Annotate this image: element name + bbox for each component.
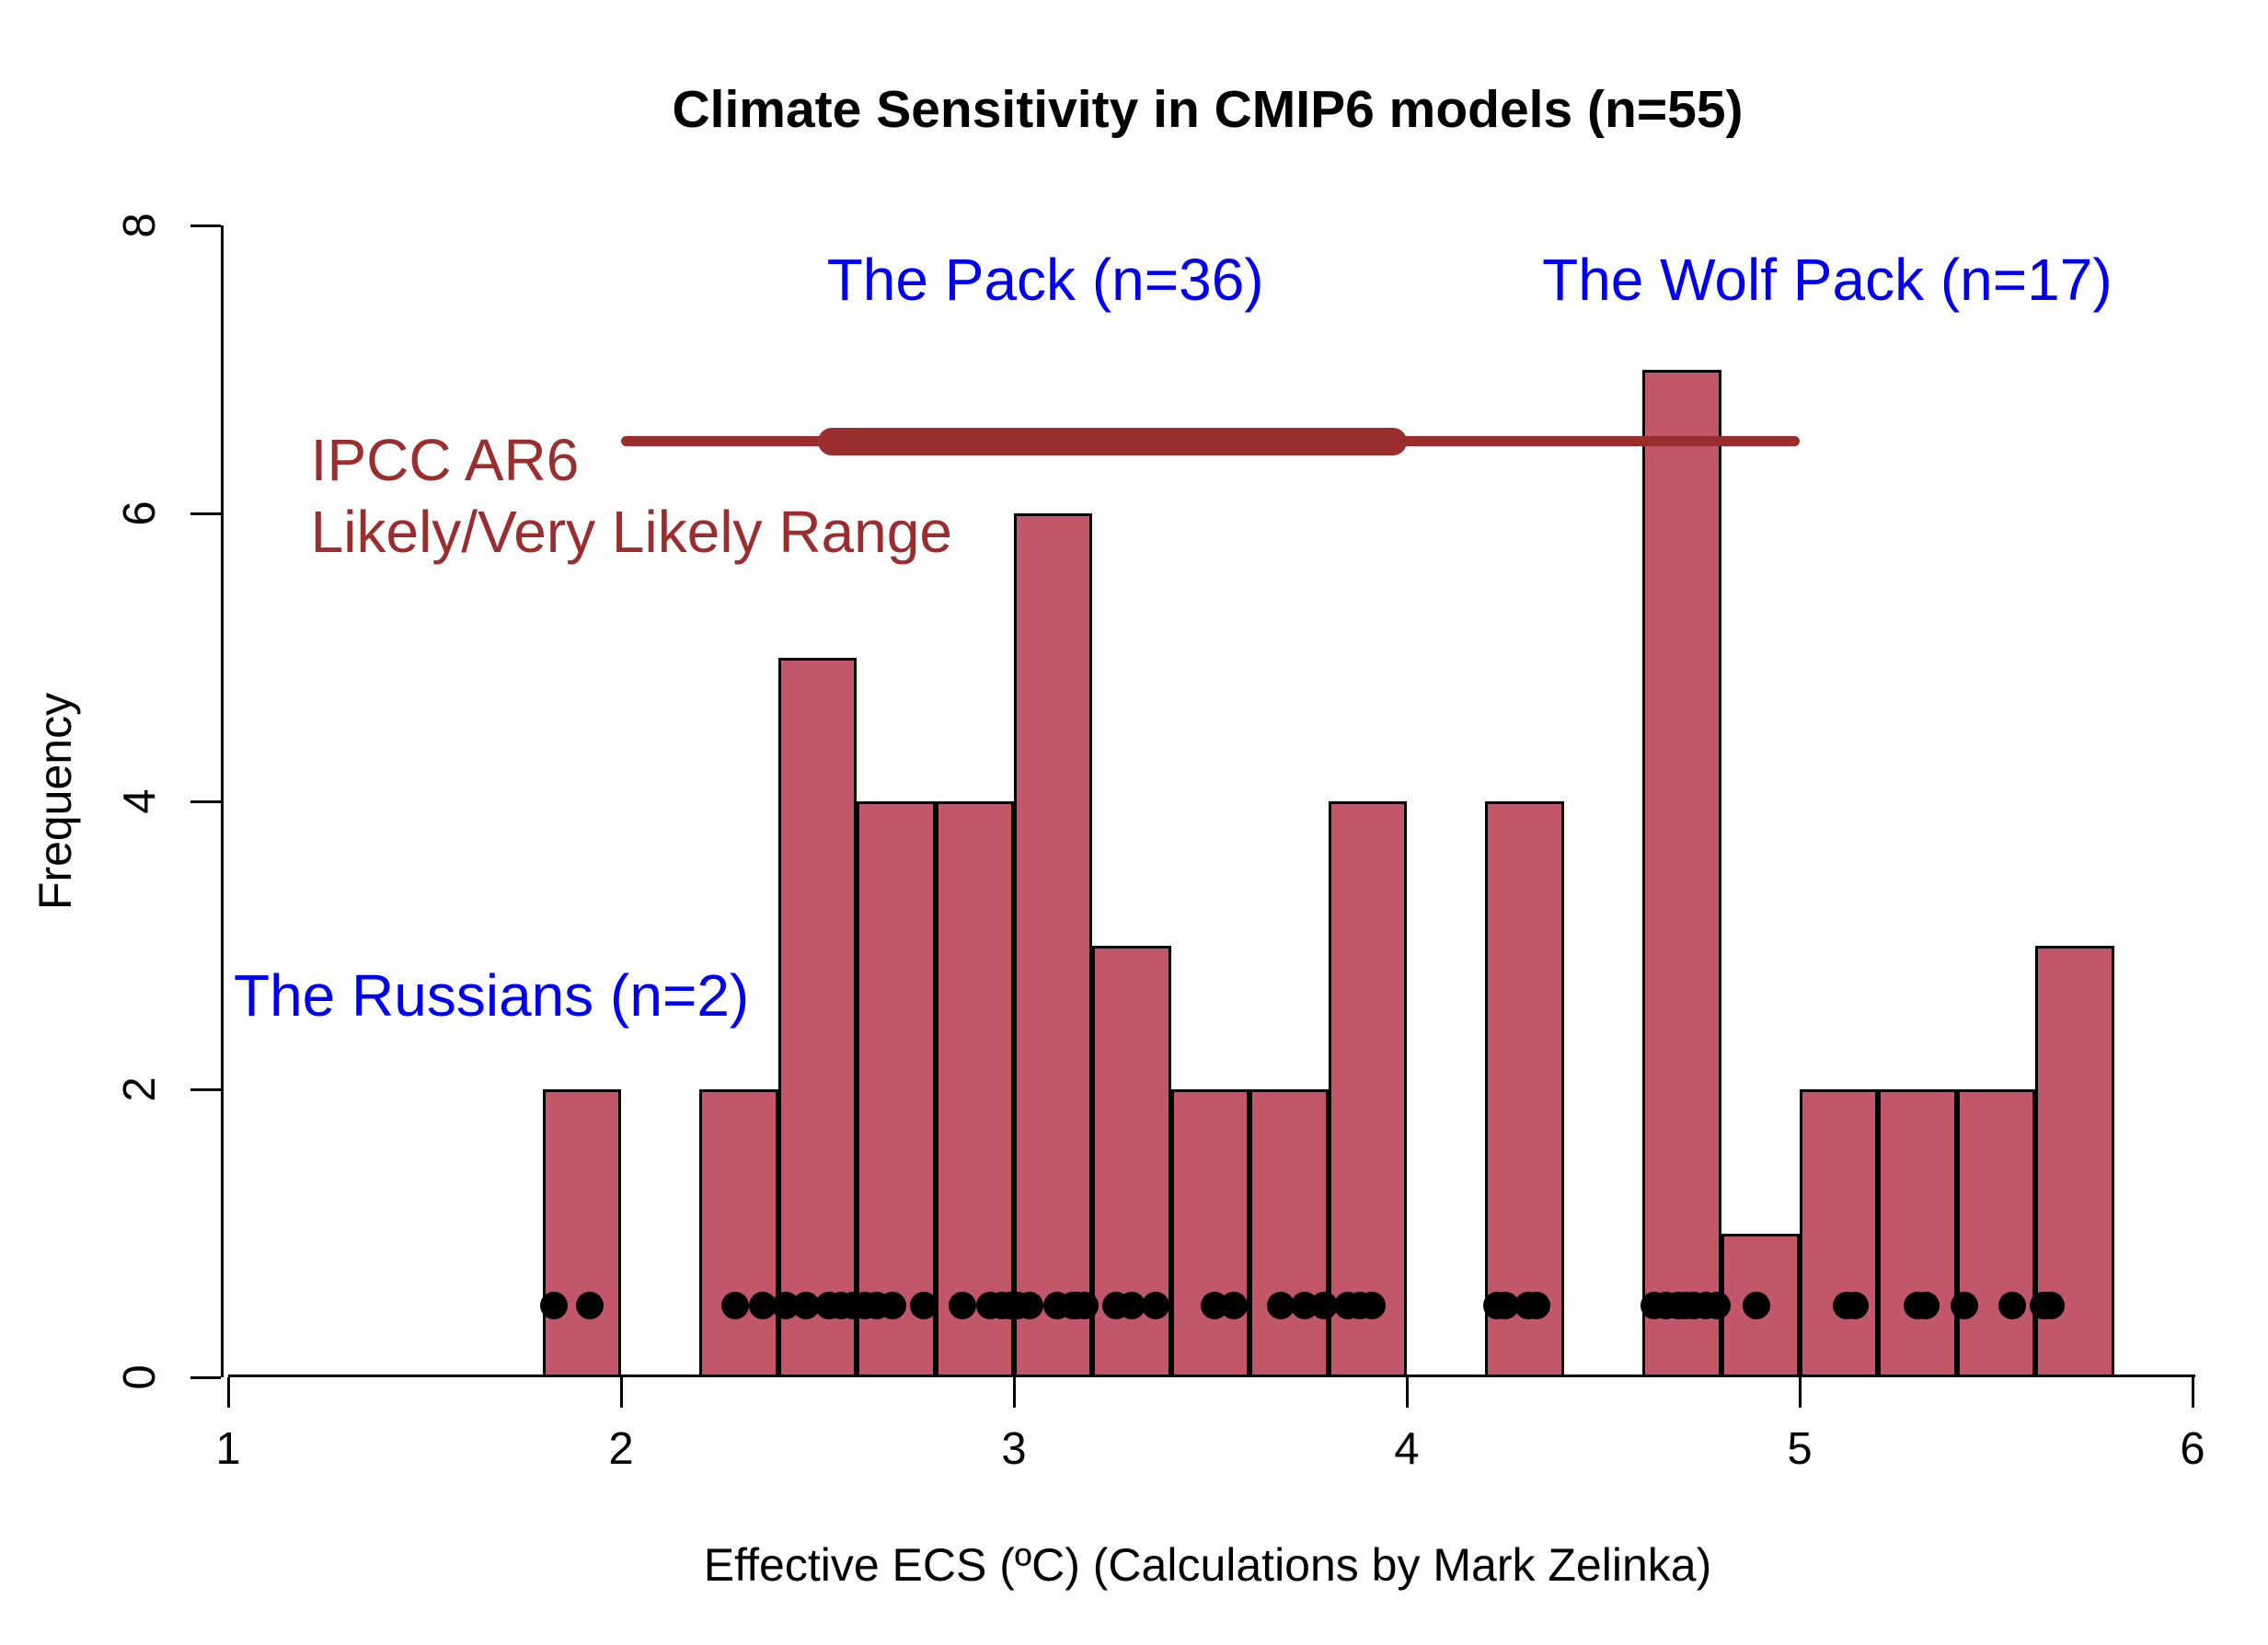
- y-tick-label: 8: [115, 213, 165, 238]
- y-tick: [190, 799, 221, 803]
- y-tick-label: 4: [115, 788, 165, 814]
- histogram-bar: [542, 1089, 621, 1377]
- x-tick: [226, 1377, 230, 1408]
- histogram-bar: [1249, 1089, 1329, 1377]
- annotation-the-russians: The Russians (n=2): [233, 961, 750, 1029]
- histogram-bar: [699, 1089, 778, 1377]
- y-tick-label: 6: [115, 500, 165, 526]
- plot-area: The Pack (n=36) The Wolf Pack (n=17) The…: [115, 213, 2210, 1474]
- annotation-ipcc-ar6-range: IPCC AR6 Likely/Very Likely Range: [311, 424, 952, 568]
- rug-dot: [748, 1291, 777, 1319]
- rug-dot: [1491, 1291, 1519, 1319]
- histogram-bar: [857, 801, 936, 1377]
- rug-dot: [1911, 1291, 1940, 1319]
- rug-dot: [1267, 1291, 1295, 1319]
- y-tick: [190, 1087, 221, 1091]
- rug-dot: [1220, 1291, 1249, 1319]
- rug-dot: [1357, 1291, 1386, 1319]
- x-axis-title: Effective ECS (ºC) (Calculations by Mark…: [703, 1539, 1712, 1591]
- rug-dot: [1070, 1291, 1099, 1319]
- histogram-bar: [1956, 1089, 2036, 1377]
- x-tick: [2191, 1377, 2194, 1408]
- x-tick-label: 2: [608, 1424, 634, 1474]
- x-tick-label: 5: [1787, 1424, 1813, 1474]
- rug-dot: [1522, 1291, 1550, 1319]
- x-tick-label: 3: [1001, 1424, 1027, 1474]
- y-tick: [190, 1375, 221, 1379]
- annotation-ipcc-line2: Likely/Very Likely Range: [310, 498, 952, 565]
- y-tick: [190, 512, 221, 515]
- rug-dot: [1310, 1291, 1339, 1319]
- rug-dot: [909, 1291, 938, 1319]
- x-tick-label: 1: [215, 1424, 241, 1474]
- y-tick-label: 2: [115, 1076, 165, 1102]
- histogram-bar: [1878, 1089, 1957, 1377]
- rug-dot: [1016, 1291, 1044, 1319]
- x-tick-label: 4: [1394, 1424, 1420, 1474]
- rug-dot: [878, 1291, 906, 1319]
- ipcc-likely-line: [817, 427, 1407, 455]
- chart-title: Climate Sensitivity in CMIP6 models (n=5…: [672, 80, 1744, 139]
- rug-dot: [575, 1291, 604, 1319]
- rug-dot: [1840, 1291, 1869, 1319]
- rug-dot: [720, 1291, 749, 1319]
- annotation-the-pack: The Pack (n=36): [826, 246, 1264, 313]
- histogram-bar: [1328, 801, 1407, 1377]
- histogram-bar: [777, 657, 858, 1377]
- histogram-bar: [1485, 801, 1564, 1377]
- histogram-bar: [1642, 369, 1721, 1377]
- histogram-bar: [1800, 1089, 1879, 1377]
- rug-dot: [2037, 1291, 2066, 1319]
- rug-dot: [791, 1291, 820, 1319]
- x-tick-label: 6: [2180, 1424, 2205, 1474]
- annotation-ipcc-line1: IPCC AR6: [310, 426, 580, 493]
- rug-dot: [949, 1291, 977, 1319]
- y-tick-label: 0: [115, 1364, 165, 1390]
- y-tick: [190, 224, 221, 227]
- histogram-bar: [935, 801, 1014, 1377]
- x-tick: [1405, 1377, 1409, 1408]
- rug-dot: [1997, 1291, 2026, 1319]
- y-axis-line: [221, 225, 224, 1377]
- annotation-the-wolf-pack: The Wolf Pack (n=17): [1542, 246, 2113, 313]
- x-tick: [1012, 1377, 1016, 1408]
- rug-dot: [1118, 1291, 1146, 1319]
- rug-dot: [1743, 1291, 1771, 1319]
- rug-dot: [1141, 1291, 1169, 1319]
- rug-dot: [1951, 1291, 1979, 1319]
- x-tick: [619, 1377, 623, 1408]
- x-tick: [1798, 1377, 1802, 1408]
- histogram-bar: [1170, 1089, 1250, 1377]
- histogram-bar: [1014, 513, 1093, 1377]
- rug-dot: [540, 1291, 569, 1319]
- rug-dot: [1703, 1291, 1732, 1319]
